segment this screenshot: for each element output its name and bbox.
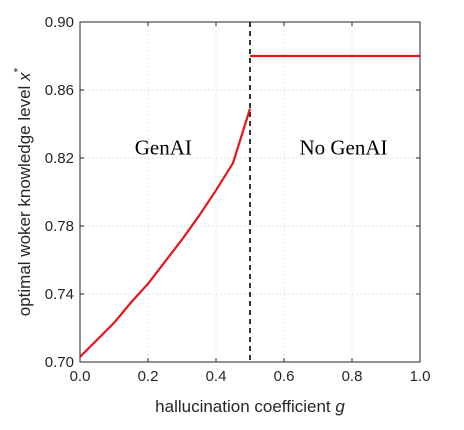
region-label: No GenAI: [299, 136, 387, 160]
plot-frame: [79, 21, 421, 363]
y-tick-label: 0.86: [45, 82, 74, 99]
tick-layer: 0.0 0.2 0.4 0.6 0.8 1.0 0.70 0.74 0.78 0.82 0.86 0.…: [45, 14, 431, 385]
region-label: GenAI: [135, 136, 192, 160]
x-axis-label: hallucination coefficient g: [155, 397, 345, 416]
y-tick-label: 0.78: [45, 218, 74, 235]
y-tick-label: 0.74: [45, 286, 74, 303]
series-line-1: [79, 108, 252, 358]
x-tick-label: 0.0: [70, 368, 91, 385]
x-tick-label: 0.8: [342, 368, 363, 385]
y-axis-label: optimal woker knowledge level x*: [11, 67, 34, 316]
series-layer: [79, 22, 420, 362]
x-tick-label: 0.4: [206, 368, 227, 385]
x-tick-label: 0.2: [138, 368, 159, 385]
y-tick-label: 0.82: [45, 150, 74, 167]
x-tick-label: 0.6: [274, 368, 295, 385]
y-tick-label: 0.90: [45, 14, 74, 31]
grid-layer: [80, 22, 420, 362]
y-tick-label: 0.70: [45, 354, 74, 371]
x-tick-label: 1.0: [410, 368, 431, 385]
annotation-layer: GenAI No GenAI: [135, 136, 388, 160]
